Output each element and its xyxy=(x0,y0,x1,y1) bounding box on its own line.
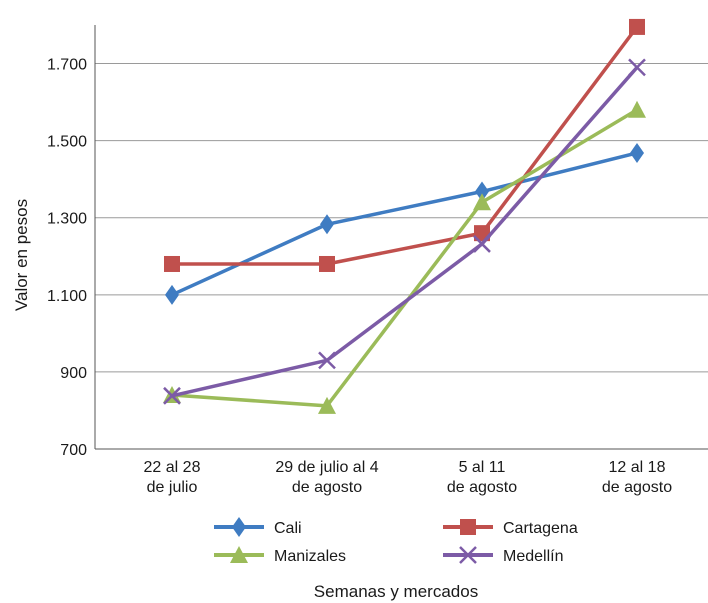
legend-label: Medellín xyxy=(503,548,563,565)
axes xyxy=(94,25,708,450)
data-point-medellin xyxy=(628,58,646,77)
data-point-cali xyxy=(630,142,644,163)
data-point-manizales xyxy=(628,100,646,118)
data-point-manizales xyxy=(473,193,491,211)
data-point-cartagena xyxy=(319,255,335,272)
x-tick-labels: 22 al 28 de julio 29 de julio al 4 de agost… xyxy=(144,459,673,496)
data-point-cartagena xyxy=(164,255,180,272)
data-point-cali xyxy=(320,214,334,235)
data-point-manizales xyxy=(318,396,336,414)
y-tick-label: 1.100 xyxy=(47,288,87,305)
data-point-medellin xyxy=(318,351,336,370)
marker-stroke xyxy=(318,351,336,370)
y-tick-label: 1.500 xyxy=(47,134,87,151)
y-axis-title: Valor en pesos xyxy=(12,199,31,311)
series-manizales xyxy=(163,100,646,414)
legend-item-cali: Cali xyxy=(214,517,302,537)
x-tick-label: 5 al 11 de agosto xyxy=(447,459,517,496)
legend: Cali Cartagena Manizales Medellín xyxy=(214,517,578,565)
y-tick-label: 1.300 xyxy=(47,211,87,228)
legend-label: Cali xyxy=(274,520,302,537)
data-point-medellin xyxy=(473,235,491,253)
marker-stroke xyxy=(473,235,491,253)
series-medellin xyxy=(163,58,646,405)
x-tick-label: 29 de julio al 4 de agosto xyxy=(275,459,378,496)
x-axis-title: Semanas y mercados xyxy=(314,582,478,601)
series-cartagena xyxy=(164,18,645,272)
series-cali xyxy=(165,142,644,305)
legend-swatch-marker xyxy=(460,519,476,535)
x-tick-label: 22 al 28 de julio xyxy=(144,459,201,496)
data-point-cali xyxy=(475,181,489,202)
y-tick-label: 1.700 xyxy=(47,57,87,74)
y-tick-label: 700 xyxy=(60,442,87,459)
legend-swatch-marker xyxy=(459,546,477,564)
marker-stroke xyxy=(163,386,181,405)
legend-item-medellin: Medellín xyxy=(443,546,563,565)
data-point-cali xyxy=(165,284,179,305)
x-tick-label: 12 al 18 de agosto xyxy=(602,459,672,496)
legend-swatch-marker xyxy=(230,546,248,563)
series-lines xyxy=(163,18,646,414)
legend-swatch-marker xyxy=(232,517,246,537)
series-line-cartagena xyxy=(172,25,639,266)
y-tick-label: 900 xyxy=(60,365,87,382)
series-line-manizales xyxy=(171,108,638,408)
legend-label: Manizales xyxy=(274,548,346,565)
data-point-medellin xyxy=(163,386,181,405)
legend-label: Cartagena xyxy=(503,520,578,537)
series-line-cali xyxy=(171,151,638,297)
y-tick-labels: 700 900 1.100 1.300 1.500 1.700 xyxy=(47,57,87,459)
series-line-medellin xyxy=(171,66,639,398)
legend-item-cartagena: Cartagena xyxy=(443,519,578,537)
marker-stroke xyxy=(459,546,477,564)
grid-lines xyxy=(95,63,708,373)
marker-stroke xyxy=(628,58,646,77)
legend-item-manizales: Manizales xyxy=(214,546,346,565)
data-point-cartagena xyxy=(629,18,645,35)
